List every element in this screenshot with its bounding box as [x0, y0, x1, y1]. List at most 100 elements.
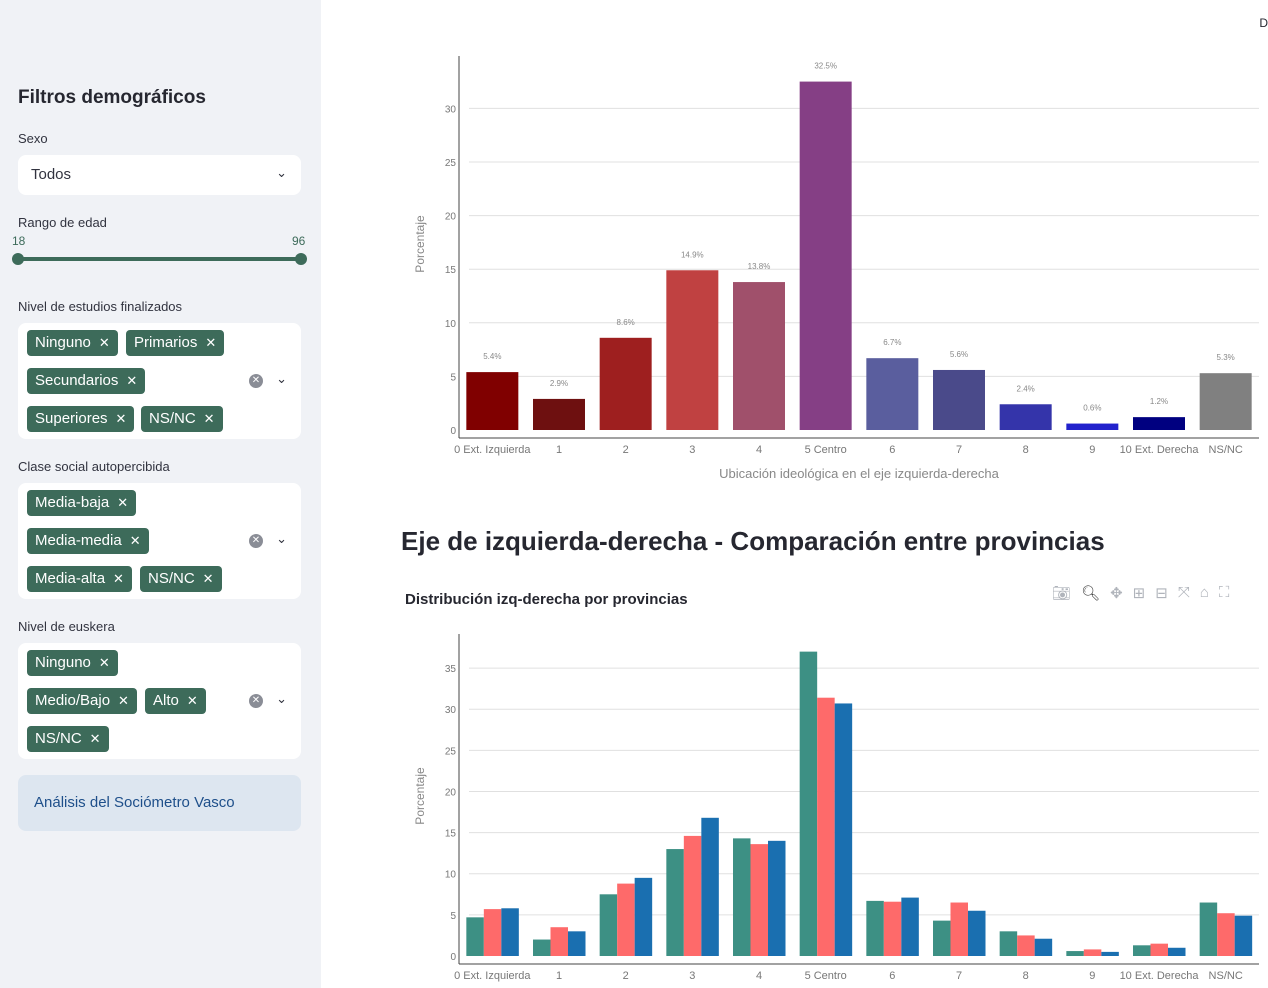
chevron-down-icon[interactable]: ⌄ — [276, 691, 287, 706]
bar — [950, 902, 968, 956]
x-tick-label: 1 — [556, 444, 562, 456]
x-tick-label: 7 — [956, 970, 962, 982]
y-tick-label: 15 — [445, 265, 457, 276]
tag-estudios-nsnc[interactable]: NS/NC ✕ — [141, 406, 223, 432]
bar — [1168, 947, 1186, 956]
chevron-down-icon[interactable]: ⌄ — [276, 531, 287, 546]
tag-euskera-medio-bajo[interactable]: Medio/Bajo ✕ — [27, 688, 137, 714]
clear-all-icon[interactable]: ✕ — [249, 374, 263, 388]
remove-icon[interactable]: ✕ — [115, 411, 127, 426]
edad-slider-max-handle[interactable] — [295, 253, 307, 265]
tag-clase-media-alta[interactable]: Media-alta ✕ — [27, 566, 132, 592]
x-axis-label: Ubicación ideológica en el eje izquierda… — [719, 466, 999, 481]
y-tick-label: 20 — [445, 212, 457, 223]
y-axis-label: Porcentaje — [413, 215, 427, 273]
remove-icon[interactable]: ✕ — [129, 533, 141, 548]
bar — [866, 358, 919, 430]
fullscreen-icon[interactable]: ⛶ — [1218, 584, 1230, 601]
bar — [1066, 951, 1084, 956]
clear-all-icon[interactable]: ✕ — [249, 534, 263, 548]
camera-icon[interactable]: 📷︎ — [1052, 585, 1072, 602]
bar — [634, 877, 653, 956]
remove-icon[interactable]: ✕ — [202, 571, 214, 586]
tag-euskera-ninguno[interactable]: Ninguno ✕ — [27, 650, 118, 676]
edad-slider-track[interactable] — [18, 257, 301, 261]
data-label: 2.9% — [550, 379, 568, 388]
euskera-multiselect[interactable]: Ninguno ✕ Medio/Bajo ✕ Alto ✕ NS/NC ✕ ✕ ⌄ — [18, 643, 301, 759]
zoom-out-icon[interactable]: ⊟ — [1155, 585, 1168, 602]
chevron-down-icon[interactable]: ⌄ — [276, 371, 287, 386]
remove-icon[interactable]: ✕ — [117, 495, 129, 510]
tag-euskera-alto[interactable]: Alto ✕ — [145, 688, 206, 714]
data-label: 5.3% — [1217, 353, 1235, 362]
tag-label: Secundarios — [35, 372, 119, 389]
estudios-multiselect[interactable]: Ninguno ✕ Primarios ✕ Secundarios ✕ Superio… — [18, 323, 301, 439]
data-label: 6.7% — [883, 338, 901, 347]
reset-icon[interactable]: ⌂ — [1199, 584, 1209, 601]
tag-estudios-ninguno[interactable]: Ninguno ✕ — [27, 330, 118, 356]
bar — [568, 931, 586, 956]
remove-icon[interactable]: ✕ — [98, 335, 110, 350]
zoom-in-icon[interactable]: ⊞ — [1132, 585, 1146, 602]
bar — [1083, 949, 1102, 956]
bar — [599, 894, 618, 956]
bar — [666, 849, 684, 956]
edad-slider-min-handle[interactable] — [12, 253, 24, 265]
y-tick-label: 25 — [445, 746, 457, 757]
bar — [1217, 913, 1235, 956]
corner-text: D — [1259, 16, 1268, 30]
edad-max: 96 — [292, 234, 306, 248]
tag-euskera-nsnc[interactable]: NS/NC ✕ — [27, 726, 109, 752]
tag-label: Ninguno — [35, 654, 91, 671]
tag-label: Alto — [153, 692, 179, 709]
x-tick-label: 7 — [956, 444, 962, 456]
tag-clase-media-baja[interactable]: Media-baja ✕ — [27, 490, 137, 516]
x-tick-label: 5 Centro — [805, 444, 847, 456]
x-tick-label: NS/NC — [1209, 444, 1243, 456]
y-tick-label: 15 — [445, 829, 457, 840]
bar — [483, 909, 502, 956]
data-label: 5.6% — [950, 350, 968, 359]
tag-estudios-secundarios[interactable]: Secundarios ✕ — [27, 368, 146, 394]
bar — [933, 369, 985, 430]
x-tick-label: 3 — [689, 444, 695, 456]
data-label: 14.9% — [681, 250, 704, 259]
autoscale-icon[interactable]: ⤧ — [1177, 584, 1190, 601]
remove-icon[interactable]: ✕ — [205, 335, 217, 350]
remove-icon[interactable]: ✕ — [89, 731, 101, 746]
bar — [750, 844, 768, 956]
sidebar: Filtros demográficos Sexo Todos ⌄ Rango d… — [0, 0, 321, 988]
sexo-select[interactable]: Todos ⌄ — [18, 155, 301, 195]
bar — [533, 398, 585, 430]
zoom-icon[interactable]: 🔍︎ — [1081, 585, 1101, 602]
sidebar-title: Filtros demográficos — [18, 87, 206, 108]
tag-label: NS/NC — [149, 410, 196, 427]
tag-clase-nsnc[interactable]: NS/NC ✕ — [140, 566, 222, 592]
tag-estudios-primarios[interactable]: Primarios ✕ — [126, 330, 225, 356]
y-tick-label: 10 — [445, 870, 457, 881]
remove-icon[interactable]: ✕ — [186, 693, 198, 708]
bar — [1101, 951, 1119, 956]
estudios-label: Nivel de estudios finalizados — [18, 299, 183, 314]
bar — [883, 901, 902, 956]
remove-icon[interactable]: ✕ — [126, 373, 138, 388]
tag-estudios-superiores[interactable]: Superiores ✕ — [27, 406, 135, 432]
pan-icon[interactable]: ✥ — [1110, 585, 1123, 602]
remove-icon[interactable]: ✕ — [98, 655, 110, 670]
bar — [683, 835, 702, 956]
remove-icon[interactable]: ✕ — [203, 411, 215, 426]
bar — [533, 939, 551, 956]
tag-label: Media-baja — [35, 494, 110, 511]
tag-label: Ninguno — [35, 334, 91, 351]
tag-label: Media-media — [35, 532, 122, 549]
remove-icon[interactable]: ✕ — [118, 693, 129, 708]
remove-icon[interactable]: ✕ — [113, 571, 124, 586]
clase-multiselect[interactable]: Media-baja ✕ Media-media ✕ Media-alta ✕ NS/… — [18, 483, 301, 599]
bar — [834, 703, 853, 956]
y-tick-label: 10 — [445, 319, 457, 330]
tag-label: NS/NC — [148, 570, 195, 587]
bar — [768, 840, 786, 956]
x-tick-label: 4 — [756, 444, 762, 456]
tag-clase-media-media[interactable]: Media-media ✕ — [27, 528, 149, 554]
clear-all-icon[interactable]: ✕ — [249, 694, 263, 708]
